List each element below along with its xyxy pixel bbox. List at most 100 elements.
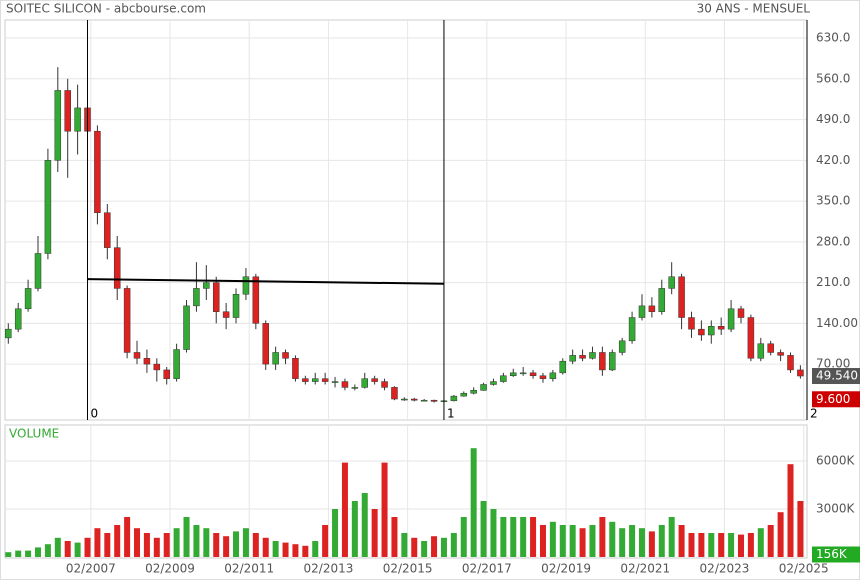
volume-bar xyxy=(589,525,596,557)
candle-body xyxy=(579,355,586,359)
candle-body xyxy=(341,381,349,388)
candle-body xyxy=(44,160,52,254)
candle-body xyxy=(133,352,141,359)
candle-body xyxy=(391,387,398,400)
volume-bar xyxy=(332,509,339,557)
candle-body xyxy=(727,308,735,330)
x-tick-label: 02/2007 xyxy=(66,562,116,576)
volume-bar xyxy=(272,541,279,557)
candle-body xyxy=(252,276,260,324)
candle-body xyxy=(14,308,22,330)
y-tick-label: 6000K xyxy=(816,454,856,468)
volume-bar xyxy=(470,448,477,557)
volume-bar xyxy=(54,537,61,557)
candle-body xyxy=(401,398,408,401)
volume-bar xyxy=(124,517,131,557)
volume-bar xyxy=(74,542,81,557)
candle-body xyxy=(411,398,418,401)
volume-bar xyxy=(638,528,645,557)
candle-body xyxy=(321,378,329,382)
volume-bar xyxy=(698,533,705,557)
volume-bar xyxy=(450,533,457,557)
volume-bar xyxy=(678,525,685,557)
y-tick-label: 210.0 xyxy=(816,275,850,289)
volume-bar xyxy=(460,517,467,557)
volume-panel xyxy=(4,424,808,559)
volume-bar xyxy=(777,512,784,557)
volume-bar xyxy=(104,533,111,557)
candle-body xyxy=(767,343,774,353)
candle-body xyxy=(153,363,161,371)
candle-body xyxy=(311,378,319,382)
volume-bar xyxy=(648,531,655,557)
y-tick-label: 490.0 xyxy=(816,112,850,126)
volume-bar xyxy=(262,537,269,557)
candle-body xyxy=(539,375,547,379)
candle-body xyxy=(163,369,170,379)
candle-body xyxy=(361,378,368,388)
x-tick-label: 02/2023 xyxy=(700,562,750,576)
value-box-label: 9.600 xyxy=(816,392,850,406)
volume-bar xyxy=(223,536,230,557)
volume-bar xyxy=(767,525,774,557)
candle-body xyxy=(193,288,200,307)
candle-body xyxy=(599,352,606,371)
x-tick-label: 02/2015 xyxy=(383,562,433,576)
candle-body xyxy=(371,378,378,382)
candle-body xyxy=(74,107,81,132)
volume-bar xyxy=(282,542,289,557)
value-box xyxy=(812,546,860,563)
value-box-label: 156K xyxy=(816,547,848,561)
volume-bar xyxy=(530,517,537,557)
volume-bar xyxy=(64,541,71,557)
volume-bar xyxy=(361,493,368,557)
volume-bar xyxy=(15,550,22,557)
volume-bar xyxy=(619,528,626,557)
volume-bar xyxy=(549,521,556,557)
candle-body xyxy=(618,340,626,353)
candle-body xyxy=(777,352,784,356)
candle-body xyxy=(628,317,636,342)
volume-bar xyxy=(302,545,309,557)
candle-body xyxy=(460,392,468,397)
candle-body xyxy=(450,395,458,402)
volume-bar xyxy=(35,547,42,557)
candle-body xyxy=(717,326,725,330)
volume-bar xyxy=(25,550,32,557)
candle-body xyxy=(5,328,12,339)
candle-body xyxy=(480,384,487,391)
candle-body xyxy=(648,305,656,312)
volume-bar xyxy=(173,528,180,557)
volume-bar xyxy=(401,533,408,557)
candle-body xyxy=(519,372,527,375)
volume-bar xyxy=(163,533,170,557)
volume-bar xyxy=(440,537,447,557)
candle-body xyxy=(381,381,388,388)
candle-body xyxy=(123,288,131,353)
volume-bar xyxy=(757,528,764,557)
candle-body xyxy=(143,358,151,365)
volume-bar xyxy=(797,501,804,557)
candle-body xyxy=(331,381,339,383)
volume-bar xyxy=(500,517,507,557)
candle-body xyxy=(688,317,695,330)
volume-bar xyxy=(391,517,398,557)
volume-bar xyxy=(242,528,249,557)
candle-body xyxy=(104,212,111,248)
volume-bar xyxy=(569,525,576,557)
volume-bar xyxy=(341,462,348,557)
marker-label: 0 xyxy=(91,407,99,421)
volume-bar xyxy=(292,544,299,557)
volume-bar xyxy=(312,541,319,557)
volume-bar xyxy=(431,536,438,557)
volume-bar xyxy=(421,541,428,557)
candle-body xyxy=(420,399,428,402)
candle-body xyxy=(351,387,359,389)
x-tick-label: 02/2025 xyxy=(779,562,829,576)
candle-body xyxy=(678,276,685,318)
volume-bar xyxy=(213,533,220,557)
candle-body xyxy=(747,317,755,359)
candle-body xyxy=(638,305,646,318)
volume-bar xyxy=(153,537,160,557)
